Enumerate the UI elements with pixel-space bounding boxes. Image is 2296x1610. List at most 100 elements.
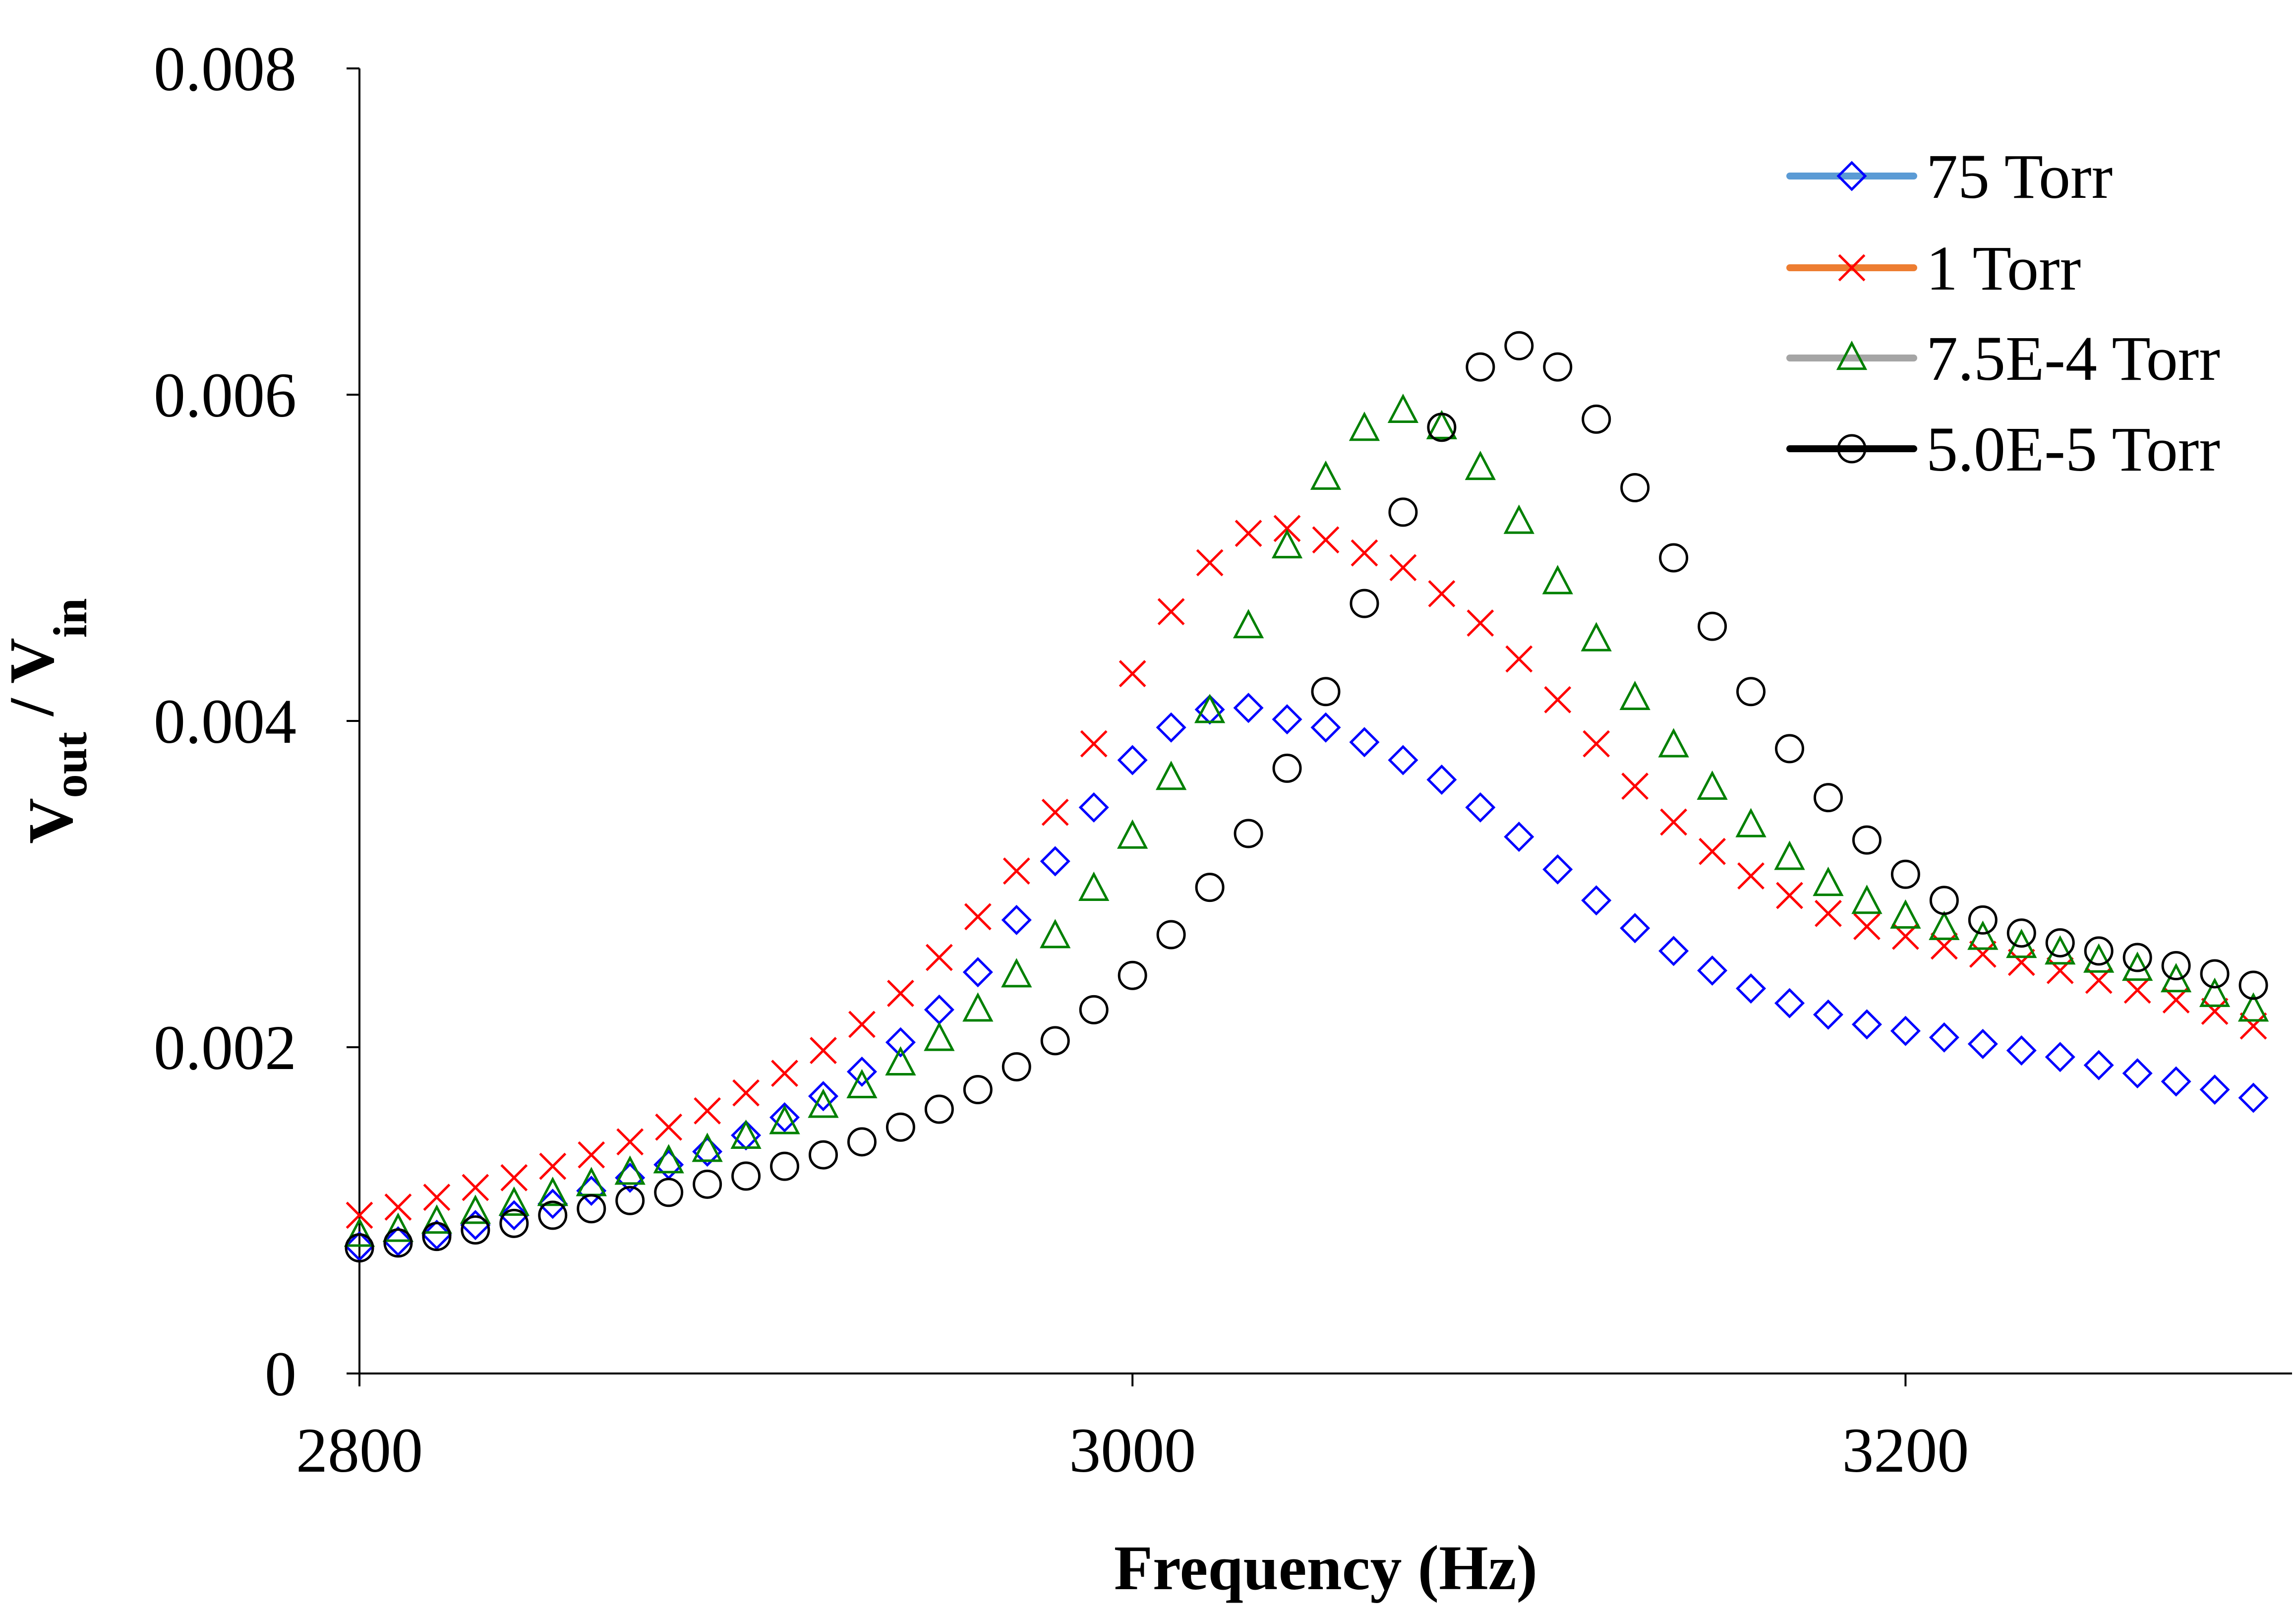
y-axis-title: Vout / Vin	[0, 598, 97, 844]
data-point-75-torr	[1581, 885, 1612, 916]
data-point-5-0e-5-torr	[1001, 1052, 1031, 1081]
data-point-5-0e-5-torr	[809, 1140, 838, 1170]
x-axis-title: Frequency (Hz)	[1114, 1533, 1537, 1603]
data-point-5-0e-5-torr	[1311, 677, 1341, 707]
data-point-7-5e-4-torr	[2045, 935, 2076, 965]
legend-label-1-torr: 1 Torr	[1926, 233, 2081, 303]
data-point-75-torr	[1851, 1009, 1882, 1040]
legend-label-5-0e-5-torr: 5.0E-5 Torr	[1926, 414, 2220, 484]
data-point-75-torr	[1156, 712, 1186, 743]
data-point-1-torr	[732, 1079, 760, 1107]
y-tick-label: 0.002	[154, 1013, 296, 1083]
data-point-5-0e-5-torr	[1388, 497, 1418, 527]
data-point-75-torr	[1929, 1022, 1959, 1053]
data-point-5-0e-5-torr	[1620, 473, 1650, 503]
data-point-5-0e-5-torr	[1118, 960, 1147, 990]
data-point-1-torr	[1273, 515, 1301, 542]
data-point-1-torr	[2046, 956, 2074, 984]
legend-symbol-1-torr	[1838, 254, 1866, 282]
data-point-1-torr	[1157, 598, 1185, 625]
data-point-5-0e-5-torr	[847, 1127, 877, 1157]
data-point-7-5e-4-torr	[460, 1194, 491, 1224]
data-point-1-torr	[925, 944, 953, 971]
data-point-7-5e-4-torr	[1040, 919, 1071, 949]
legend: 75 Torr 1 Torr 7.5E-4 Torr 5.0E-5 Torr	[1786, 141, 2220, 484]
data-point-1-torr	[1196, 549, 1224, 577]
data-point-1-torr	[1699, 837, 1726, 865]
data-point-7-5e-4-torr	[1233, 609, 1264, 639]
data-point-7-5e-4-torr	[924, 1021, 955, 1051]
data-point-1-torr	[810, 1037, 837, 1064]
data-point-75-torr	[1542, 854, 1573, 885]
data-point-75-torr	[1388, 745, 1418, 775]
data-point-1-torr	[694, 1097, 721, 1125]
data-point-1-torr	[1544, 686, 1572, 714]
data-point-7-5e-4-torr	[808, 1088, 839, 1118]
legend-label-75-torr: 75 Torr	[1926, 141, 2113, 212]
data-point-1-torr	[1428, 580, 1456, 607]
data-point-5-0e-5-torr	[2200, 959, 2230, 989]
data-point-7-5e-4-torr	[382, 1212, 414, 1242]
data-point-7-5e-4-torr	[537, 1177, 568, 1206]
data-point-75-torr	[1426, 764, 1457, 795]
data-point-1-torr	[462, 1174, 489, 1201]
data-point-1-torr	[2007, 949, 2035, 976]
data-point-1-torr	[616, 1128, 644, 1156]
legend-entry-75-torr: 75 Torr	[1786, 141, 2113, 212]
data-point-1-torr	[1583, 730, 1610, 758]
data-point-5-0e-5-torr	[422, 1222, 452, 1252]
y-tick-label: 0.006	[154, 360, 296, 430]
x-tick-label: 3200	[1842, 1415, 1969, 1486]
axis-ticks: 0 0.002 0.004 0.006 0.008 2800 3000 3200	[154, 34, 1969, 1486]
data-point-1-torr	[964, 903, 992, 931]
data-point-1-torr	[2239, 1012, 2267, 1040]
data-point-5-0e-5-torr	[1234, 819, 1263, 848]
data-point-5-0e-5-torr	[1272, 753, 1302, 783]
data-point-7-5e-4-torr	[1310, 460, 1342, 490]
data-point-5-0e-5-torr	[731, 1161, 761, 1191]
data-point-1-torr	[423, 1184, 451, 1211]
data-point-75-torr	[1504, 822, 1534, 852]
data-point-7-5e-4-torr	[692, 1133, 723, 1162]
data-point-5-0e-5-torr	[1852, 825, 1882, 855]
data-point-5-0e-5-torr	[963, 1075, 993, 1105]
data-point-7-5e-4-torr	[1194, 694, 1226, 723]
y-axis-title-separator: / V	[0, 638, 67, 732]
data-point-5-0e-5-torr	[1466, 352, 1495, 382]
legend-label-7-5e-4-torr: 7.5E-4 Torr	[1926, 323, 2220, 394]
data-point-75-torr	[1233, 693, 1264, 723]
data-point-75-torr	[1310, 712, 1341, 743]
data-point-7-5e-4-torr	[1967, 920, 1999, 950]
data-point-1-torr	[1969, 941, 1997, 968]
data-point-75-torr	[1774, 988, 1805, 1018]
data-point-1-torr	[1737, 862, 1765, 890]
data-point-7-5e-4-torr	[962, 992, 994, 1022]
data-point-5-0e-5-torr	[1736, 677, 1766, 707]
data-point-7-5e-4-torr	[653, 1144, 684, 1174]
y-tick-label: 0.004	[154, 686, 296, 757]
data-point-1-torr	[1815, 899, 1842, 927]
data-point-5-0e-5-torr	[1195, 873, 1225, 902]
data-point-1-torr	[1467, 609, 1494, 637]
data-point-5-0e-5-torr	[1427, 413, 1457, 442]
data-point-75-torr	[1078, 792, 1109, 823]
data-point-7-5e-4-torr	[1619, 680, 1650, 711]
plot-area	[344, 331, 2269, 1263]
data-point-7-5e-4-torr	[1503, 504, 1534, 534]
data-point-5-0e-5-torr	[1968, 905, 1998, 935]
legend-symbol-7-5e-4-torr	[1836, 340, 1868, 370]
series-7-5e-4-torr	[344, 393, 2269, 1247]
data-point-7-5e-4-torr	[1156, 761, 1187, 790]
data-point-7-5e-4-torr	[344, 1217, 375, 1247]
data-point-1-torr	[1235, 520, 1262, 547]
data-point-7-5e-4-torr	[2122, 952, 2153, 981]
data-point-7-5e-4-torr	[846, 1069, 878, 1099]
y-tick-label: 0	[265, 1339, 296, 1409]
data-point-1-torr	[2201, 998, 2229, 1025]
data-point-1-torr	[346, 1201, 373, 1229]
data-point-7-5e-4-torr	[2199, 977, 2231, 1007]
data-point-5-0e-5-torr	[924, 1094, 954, 1124]
data-point-75-torr	[1890, 1015, 1921, 1046]
data-point-75-torr	[1658, 936, 1689, 966]
